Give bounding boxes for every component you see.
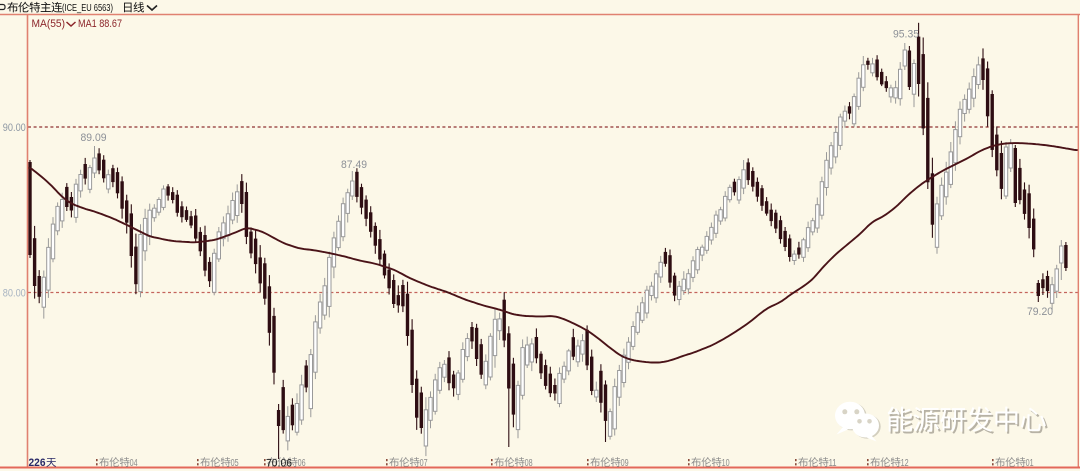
svg-text:226: 226 (29, 457, 46, 469)
svg-text:MA1 88.67: MA1 88.67 (78, 18, 122, 30)
svg-text:70.06: 70.06 (266, 458, 292, 470)
svg-text:01: 01 (1026, 458, 1034, 469)
svg-text:90.00: 90.00 (3, 122, 26, 134)
svg-text:06: 06 (298, 458, 306, 469)
svg-text:09: 09 (621, 458, 629, 469)
svg-text:95.35: 95.35 (893, 29, 919, 41)
svg-text:08: 08 (525, 458, 533, 469)
svg-text:79.20: 79.20 (1027, 306, 1053, 318)
svg-text:05: 05 (231, 458, 239, 469)
svg-text:(ICE_EU 6563): (ICE_EU 6563) (62, 3, 113, 14)
svg-text:12: 12 (901, 458, 909, 469)
svg-text:MA(55): MA(55) (32, 18, 66, 30)
svg-text:04: 04 (130, 458, 138, 469)
svg-text:80.00: 80.00 (3, 288, 26, 300)
svg-text:10: 10 (722, 458, 730, 469)
svg-text:89.09: 89.09 (81, 132, 107, 144)
svg-text:07: 07 (420, 458, 428, 469)
svg-text:11: 11 (829, 458, 837, 469)
svg-text:87.49: 87.49 (341, 159, 367, 171)
